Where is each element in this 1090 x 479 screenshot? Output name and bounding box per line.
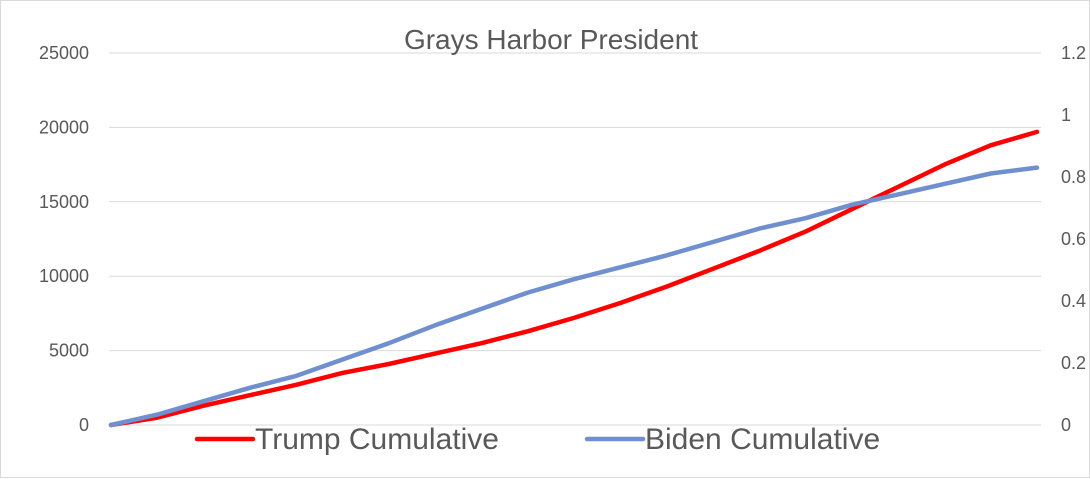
y-axis-ticks: 0 5000 10000 15000 20000 25000 — [39, 43, 89, 435]
gridlines — [109, 52, 1041, 426]
y2-tick-label: 1 — [1061, 105, 1071, 125]
legend-label: Trump Cumulative — [255, 423, 499, 456]
legend-item: Biden Cumulative — [584, 423, 880, 456]
legend: Trump Cumulative Biden Cumulative — [194, 423, 880, 456]
y2-tick-label: 0.2 — [1061, 353, 1086, 373]
y-tick-label: 15000 — [39, 192, 89, 212]
y-tick-label: 5000 — [49, 341, 89, 361]
y-tick-label: 25000 — [39, 43, 89, 63]
y-tick-label: 0 — [79, 415, 89, 435]
y2-tick-label: 1.2 — [1061, 43, 1086, 63]
y-tick-label: 10000 — [39, 266, 89, 286]
series-line-biden-cumulative — [108, 165, 1040, 428]
y2-axis-ticks: 0 0.2 0.4 0.6 0.8 1 1.2 — [1061, 43, 1086, 435]
legend-label: Biden Cumulative — [645, 423, 880, 456]
y2-tick-label: 0.4 — [1061, 291, 1086, 311]
series-lines — [108, 129, 1040, 428]
y2-tick-label: 0.8 — [1061, 167, 1086, 187]
chart-title: Grays Harbor President — [404, 24, 698, 55]
y-tick-label: 20000 — [39, 117, 89, 137]
legend-item: Trump Cumulative — [194, 423, 499, 456]
y2-tick-label: 0.6 — [1061, 229, 1086, 249]
series-line-trump-cumulative — [108, 129, 1040, 428]
y2-tick-label: 0 — [1061, 415, 1071, 435]
